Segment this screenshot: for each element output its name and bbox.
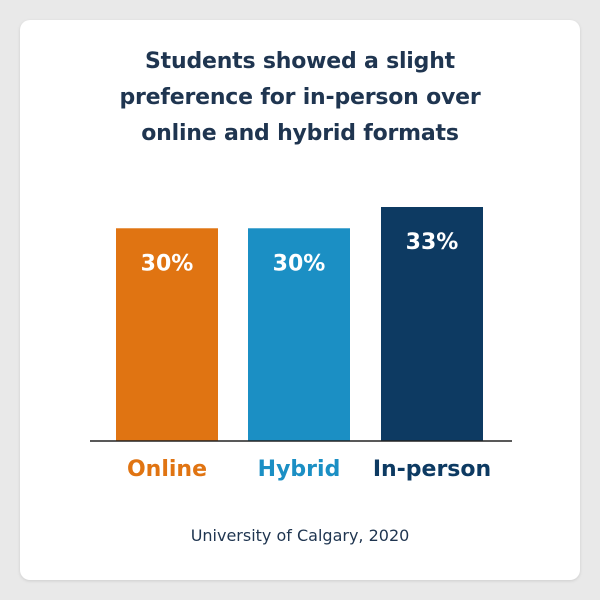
source-caption: University of Calgary, 2020 (190, 526, 410, 545)
bar-hybrid (248, 228, 350, 441)
value-label-in-person: 33% (406, 230, 459, 255)
bar-in-person (381, 207, 483, 441)
value-label-online: 30% (141, 251, 194, 276)
chart-title: Students showed a slight preference for … (20, 44, 580, 152)
chart-title-line-1: Students showed a slight (145, 49, 455, 74)
category-label-online: Online (127, 457, 207, 482)
chart-title-line-3: online and hybrid formats (141, 121, 459, 146)
category-label-in-person: In-person (373, 457, 491, 482)
chart-title-line-2: preference for in-person over (119, 85, 481, 110)
category-label-hybrid: Hybrid (258, 457, 341, 482)
bar-online (116, 228, 218, 441)
value-label-hybrid: 30% (273, 251, 326, 276)
